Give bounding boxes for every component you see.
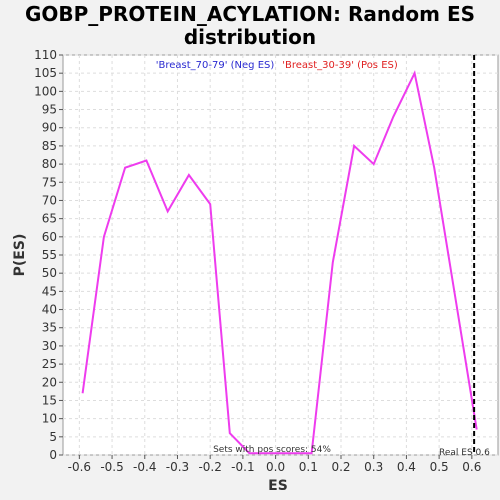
y-tick-label: 60 (42, 230, 57, 244)
y-tick-label: 45 (42, 284, 57, 298)
series-group (81, 70, 478, 455)
x-tick-label: -0.1 (231, 460, 254, 474)
y-tick-label: 95 (42, 103, 57, 117)
x-tick-label: 0.2 (331, 460, 350, 474)
x-axis-label: ES (268, 478, 288, 494)
x-tick-label: -0.6 (68, 460, 91, 474)
x-tick-label: 0.1 (299, 460, 318, 474)
y-tick-label: 75 (42, 175, 57, 189)
x-tick-label: -0.4 (133, 460, 156, 474)
y-tick-label: 15 (42, 393, 57, 407)
x-tick-label: 0.4 (397, 460, 416, 474)
legend-pos-label: 'Breast_30-39' (Pos ES) (282, 60, 398, 71)
y-tick-label: 90 (42, 121, 57, 135)
y-tick-label: 50 (42, 266, 57, 280)
x-tick-label: 0.5 (430, 460, 449, 474)
x-axis-ticks: -0.6 -0.5 -0.4 -0.3 -0.2 -0.1 0.0 0.1 0.2 0.3 0.4 0… (68, 455, 481, 474)
x-tick-label: -0.3 (166, 460, 189, 474)
y-tick-label: 80 (42, 157, 57, 171)
y-tick-label: 65 (42, 212, 57, 226)
y-tick-label: 85 (42, 139, 57, 153)
x-tick-label: 0.3 (364, 460, 383, 474)
y-axis-label: P(ES) (12, 234, 28, 277)
y-tick-label: 110 (34, 48, 57, 62)
y-tick-label: 25 (42, 357, 57, 371)
chart-title-line2: distribution (184, 25, 316, 49)
y-tick-label: 30 (42, 339, 57, 353)
x-tick-label: 0.6 (462, 460, 481, 474)
x-tick-label: 0.0 (266, 460, 285, 474)
y-tick-label: 10 (42, 412, 57, 426)
y-tick-label: 40 (42, 303, 57, 317)
pos-scores-annotation: Sets with pos scores: 54% (213, 445, 331, 455)
y-tick-label: 100 (34, 84, 57, 98)
y-tick-label: 55 (42, 248, 57, 262)
y-axis-ticks: 0 5 10 15 20 25 30 35 40 45 50 55 60 65 70 75 80 85 90 95 10… (34, 48, 63, 462)
chart-title-line1: GOBP_PROTEIN_ACYLATION: Random ES (25, 2, 475, 26)
y-tick-label: 20 (42, 375, 57, 389)
y-tick-label: 35 (42, 321, 57, 335)
legend-neg-label: 'Breast_70-79' (Neg ES) (156, 60, 275, 71)
x-tick-label: -0.2 (198, 460, 221, 474)
grid (63, 54, 498, 456)
real-es-annotation: Real ES 0.6 (439, 448, 490, 458)
y-tick-label: 70 (42, 193, 57, 207)
y-tick-label: 5 (49, 430, 57, 444)
y-tick-label: 0 (49, 448, 57, 462)
y-tick-label: 105 (34, 66, 57, 80)
series-line (81, 70, 478, 455)
x-tick-label: -0.5 (100, 460, 123, 474)
